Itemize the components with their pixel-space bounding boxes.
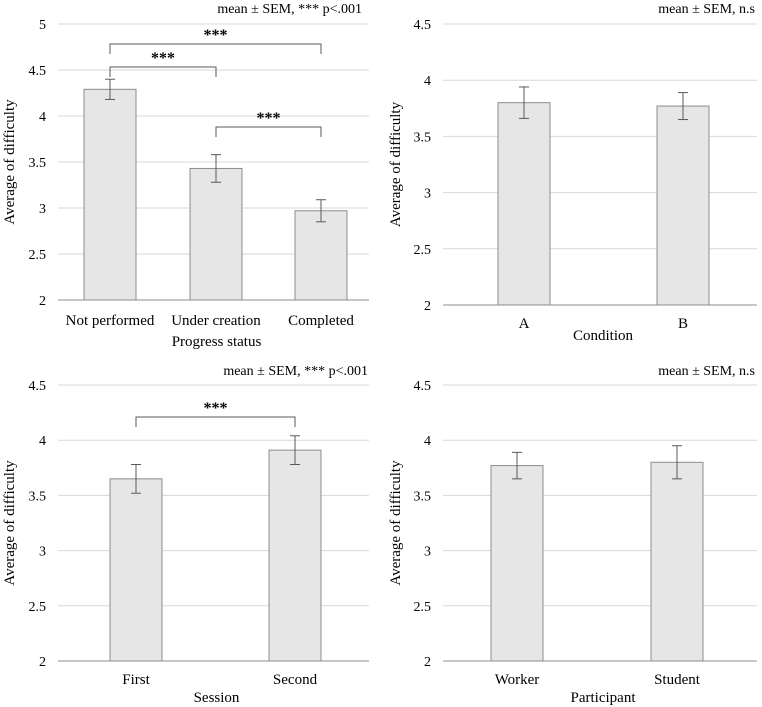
significance-label: *** [151, 50, 175, 67]
bar-a [497, 102, 551, 306]
y-tick-label: 4 [424, 434, 431, 449]
stats-annotation: mean ± SEM, n.s [658, 364, 755, 379]
y-tick-label: 3.5 [29, 156, 47, 171]
y-tick-label: 3.5 [414, 489, 432, 504]
y-tick-label: 2 [424, 655, 431, 670]
bar-not-performed [83, 88, 137, 301]
bar-b [656, 105, 710, 306]
y-tick-label: 4.5 [414, 18, 432, 33]
bar-under-creation [189, 167, 243, 301]
y-tick-label: 2 [39, 294, 46, 309]
y-tick-label: 4 [39, 110, 46, 125]
bar-first [109, 478, 163, 662]
x-tick-label: Student [654, 672, 701, 688]
y-tick-label: 4.5 [29, 379, 47, 394]
significance-bracket [215, 126, 322, 137]
y-tick-label: 3 [39, 202, 46, 217]
chart-panel-4: 2 2.5 3 3.5 4 4.5 Worker Student mean ± SEM, n.s… [388, 364, 757, 706]
y-tick-label: 4 [424, 74, 431, 89]
y-tick-label: 2 [424, 299, 431, 314]
bar-worker [490, 465, 544, 662]
x-tick-label: A [519, 316, 530, 332]
y-tick-label: 2.5 [414, 600, 432, 615]
x-tick-label: Under creation [171, 313, 261, 329]
x-tick-label: B [678, 316, 688, 332]
x-tick-label: Second [273, 672, 318, 688]
y-axis-title: Average of difficulty [2, 99, 18, 225]
x-axis-title: Condition [573, 328, 634, 344]
y-axis-title: Average of difficulty [388, 101, 404, 227]
y-tick-label: 4.5 [414, 379, 432, 394]
significance-label: *** [257, 110, 281, 127]
y-axis-title: Average of difficulty [2, 460, 18, 586]
significance-bracket [109, 66, 217, 77]
bar-student [650, 461, 704, 662]
y-tick-label: 3.5 [414, 130, 432, 145]
bar-second [268, 449, 322, 662]
y-tick-label: 2.5 [29, 600, 47, 615]
stats-annotation: mean ± SEM, *** p<.001 [217, 2, 362, 17]
y-axis-title: Average of difficulty [388, 460, 404, 586]
bar-completed [294, 210, 348, 301]
y-tick-label: 2.5 [414, 243, 432, 258]
x-tick-label: First [122, 672, 150, 688]
significance-label: *** [204, 400, 228, 417]
y-tick-label: 3 [39, 545, 46, 560]
x-tick-label: Worker [495, 672, 540, 688]
y-tick-label: 3.5 [29, 489, 47, 504]
x-tick-label: Completed [288, 313, 354, 329]
y-tick-label: 4 [39, 434, 46, 449]
x-axis-title: Session [194, 690, 240, 706]
y-tick-label: 2.5 [29, 248, 47, 263]
stats-annotation: mean ± SEM, *** p<.001 [223, 364, 368, 379]
y-tick-label: 5 [39, 18, 46, 33]
y-tick-label: 2 [39, 655, 46, 670]
significance-label: *** [204, 27, 228, 44]
x-axis-title: Participant [571, 690, 637, 706]
significance-bracket [109, 43, 322, 54]
x-tick-label: Not performed [66, 313, 155, 329]
x-axis-title: Progress status [172, 334, 262, 350]
significance-bracket [135, 416, 296, 427]
y-tick-label: 4.5 [29, 64, 47, 79]
chart-panel-3: 2 2.5 3 3.5 4 4.5 First Second *** mean ± SEM, **… [2, 364, 369, 706]
stats-annotation: mean ± SEM, n.s [658, 2, 755, 17]
y-tick-label: 3 [424, 545, 431, 560]
y-tick-label: 3 [424, 187, 431, 202]
chart-panel-1: 2 2.5 3 3.5 4 4.5 5 Not performed Under creation… [2, 2, 369, 350]
